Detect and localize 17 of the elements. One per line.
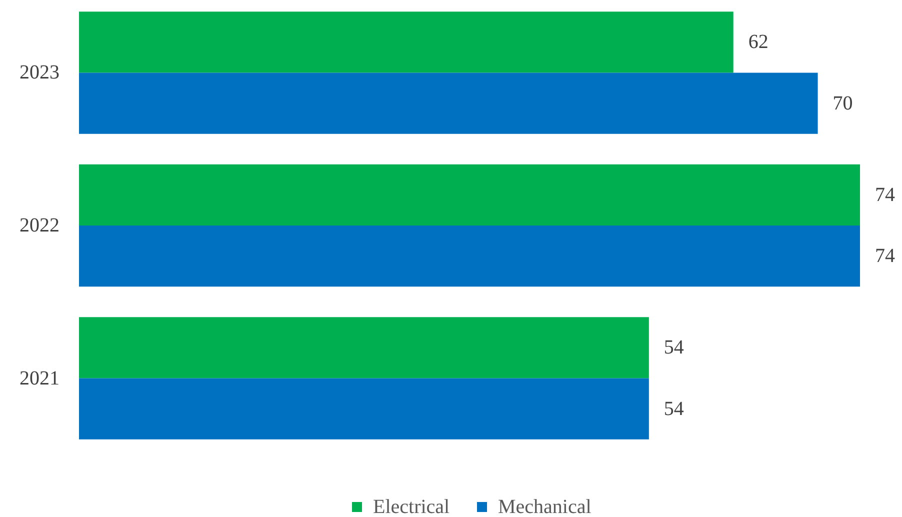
data-label: 54 — [664, 336, 684, 359]
bar — [79, 164, 860, 226]
bar — [79, 317, 649, 378]
legend-label: Mechanical — [498, 496, 592, 517]
data-label: 70 — [832, 92, 853, 114]
y-tick-label: 2022 — [20, 214, 60, 236]
data-label: 74 — [875, 245, 895, 268]
y-tick-label: 2023 — [20, 62, 60, 84]
bar — [79, 226, 860, 287]
data-label: 54 — [664, 398, 684, 420]
legend-label: Electrical — [373, 496, 450, 517]
bar — [79, 72, 818, 134]
data-label: 74 — [875, 184, 895, 206]
data-label: 62 — [748, 31, 768, 54]
bar — [79, 378, 649, 440]
y-tick-label: 2021 — [20, 367, 60, 390]
bar — [79, 12, 734, 73]
